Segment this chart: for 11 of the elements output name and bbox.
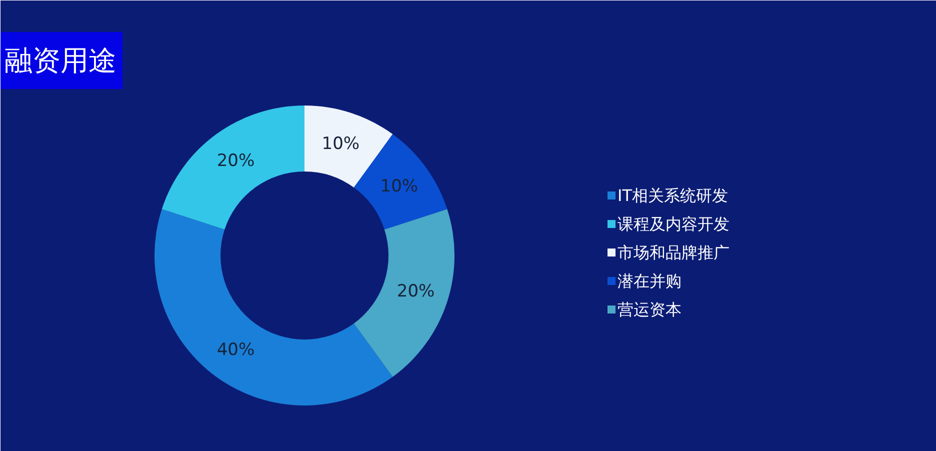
data-label: 10% (322, 134, 360, 154)
legend-label: 潜在并购 (618, 272, 682, 290)
data-label: 10% (380, 176, 418, 197)
data-label: 20% (396, 282, 435, 302)
chart-title: 融资用途 (4, 44, 116, 77)
data-label: 20% (216, 150, 255, 171)
legend-label: 课程及内容开发 (618, 214, 730, 234)
data-label: 40% (216, 340, 255, 360)
legend-label: 营运资本 (618, 300, 682, 319)
legend-label: IT相关系统研发 (618, 186, 728, 205)
legend-label: 市场和品牌推广 (618, 243, 730, 262)
